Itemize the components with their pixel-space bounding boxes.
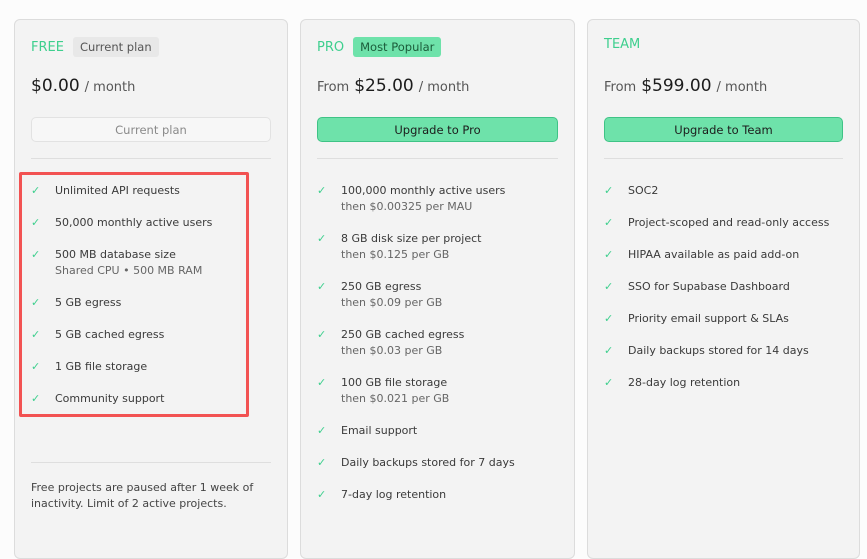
- feature-text: Priority email support & SLAs: [628, 312, 789, 325]
- upgrade-button[interactable]: Upgrade to Team: [604, 117, 843, 142]
- feature-item: ✓ 100,000 monthly active users then $0.0…: [317, 183, 558, 231]
- plan-name: PRO: [317, 39, 345, 55]
- feature-text: 5 GB egress: [55, 296, 122, 309]
- feature-text: 8 GB disk size per project: [341, 232, 482, 245]
- feature-item: ✓ 250 GB egress then $0.09 per GB: [317, 279, 558, 327]
- check-icon: ✓: [604, 344, 614, 357]
- feature-item: ✓ Email support: [317, 423, 558, 455]
- feature-item: ✓ HIPAA available as paid add-on: [604, 247, 843, 279]
- check-icon: ✓: [317, 424, 327, 437]
- check-icon: ✓: [31, 392, 41, 405]
- plan-name: FREE: [31, 39, 64, 55]
- check-icon: ✓: [317, 280, 327, 293]
- check-icon: ✓: [31, 328, 41, 341]
- check-icon: ✓: [604, 216, 614, 229]
- check-icon: ✓: [317, 376, 327, 389]
- plan-card-team: TEAM From $599.00 / month Upgrade to Tea…: [587, 19, 860, 559]
- feature-item: ✓ Daily backups stored for 14 days: [604, 343, 843, 375]
- feature-item: ✓ Project-scoped and read-only access: [604, 215, 843, 247]
- feature-item: ✓ 5 GB cached egress: [31, 327, 271, 359]
- feature-text: 250 GB cached egress: [341, 328, 465, 341]
- feature-item: ✓ SOC2: [604, 183, 843, 215]
- plan-badge: Current plan: [72, 37, 159, 57]
- feature-item: ✓ 250 GB cached egress then $0.03 per GB: [317, 327, 558, 375]
- current-plan-button: Current plan: [31, 117, 271, 142]
- feature-text: SOC2: [628, 184, 659, 197]
- feature-item: ✓ 50,000 monthly active users: [31, 215, 271, 247]
- feature-subtext: Shared CPU • 500 MB RAM: [55, 264, 203, 277]
- feature-item: ✓ 7-day log retention: [317, 487, 558, 519]
- check-icon: ✓: [31, 248, 41, 261]
- feature-item: ✓ 1 GB file storage: [31, 359, 271, 391]
- feature-text: HIPAA available as paid add-on: [628, 248, 800, 261]
- price-period: / month: [418, 80, 470, 95]
- check-icon: ✓: [31, 216, 41, 229]
- divider: [317, 158, 558, 159]
- check-icon: ✓: [317, 232, 327, 245]
- price-prefix: From: [317, 80, 350, 95]
- check-icon: ✓: [31, 184, 41, 197]
- plan-card-free: FREE Current plan $0.00 / month Current …: [14, 19, 288, 559]
- check-icon: ✓: [317, 328, 327, 341]
- feature-text: 28-day log retention: [628, 376, 741, 389]
- feature-text: Project-scoped and read-only access: [628, 216, 830, 229]
- feature-subtext: then $0.125 per GB: [341, 248, 450, 261]
- feature-text: Daily backups stored for 7 days: [341, 456, 515, 469]
- price-prefix: From: [604, 80, 637, 95]
- highlight-box: [19, 172, 249, 417]
- check-icon: ✓: [604, 280, 614, 293]
- feature-item: ✓ 100 GB file storage then $0.021 per GB: [317, 375, 558, 423]
- feature-text: 5 GB cached egress: [55, 328, 165, 341]
- check-icon: ✓: [604, 312, 614, 325]
- feature-text: 250 GB egress: [341, 280, 422, 293]
- check-icon: ✓: [31, 360, 41, 373]
- check-icon: ✓: [317, 184, 327, 197]
- feature-item: ✓ Community support: [31, 391, 271, 423]
- plan-name: TEAM: [604, 37, 641, 52]
- plan-card-pro: PRO Most Popular From $25.00 / month Upg…: [300, 19, 575, 559]
- divider: [31, 158, 271, 159]
- check-icon: ✓: [31, 296, 41, 309]
- check-icon: ✓: [317, 488, 327, 501]
- feature-subtext: then $0.09 per GB: [341, 296, 443, 309]
- feature-text: 100,000 monthly active users: [341, 184, 506, 197]
- check-icon: ✓: [604, 184, 614, 197]
- price-period: / month: [84, 80, 136, 95]
- feature-item: ✓ 28-day log retention: [604, 375, 843, 407]
- feature-text: Email support: [341, 424, 418, 437]
- feature-list: ✓ 100,000 monthly active users then $0.0…: [317, 183, 558, 519]
- feature-text: 1 GB file storage: [55, 360, 148, 373]
- feature-subtext: then $0.03 per GB: [341, 344, 443, 357]
- feature-text: 7-day log retention: [341, 488, 447, 501]
- price-amount: $25.00: [354, 76, 414, 96]
- feature-text: SSO for Supabase Dashboard: [628, 280, 790, 293]
- feature-text: 100 GB file storage: [341, 376, 448, 389]
- feature-item: ✓ 8 GB disk size per project then $0.125…: [317, 231, 558, 279]
- feature-text: Unlimited API requests: [55, 184, 180, 197]
- feature-item: ✓ 500 MB database size Shared CPU • 500 …: [31, 247, 271, 295]
- plan-badge: Most Popular: [353, 37, 442, 57]
- divider: [604, 158, 843, 159]
- feature-text: 50,000 monthly active users: [55, 216, 213, 229]
- check-icon: ✓: [604, 376, 614, 389]
- check-icon: ✓: [604, 248, 614, 261]
- price-amount: $599.00: [641, 76, 712, 96]
- upgrade-button[interactable]: Upgrade to Pro: [317, 117, 558, 142]
- feature-item: ✓ Daily backups stored for 7 days: [317, 455, 558, 487]
- price-amount: $0.00: [31, 76, 80, 96]
- feature-subtext: then $0.00325 per MAU: [341, 200, 473, 213]
- feature-item: ✓ Priority email support & SLAs: [604, 311, 843, 343]
- feature-item: ✓ Unlimited API requests: [31, 183, 271, 215]
- feature-text: Community support: [55, 392, 165, 405]
- feature-text: Daily backups stored for 14 days: [628, 344, 809, 357]
- check-icon: ✓: [317, 456, 327, 469]
- feature-list: ✓ Unlimited API requests ✓ 50,000 monthl…: [31, 183, 271, 423]
- plan-footnote: Free projects are paused after 1 week of…: [31, 462, 271, 512]
- feature-list: ✓ SOC2 ✓ Project-scoped and read-only ac…: [604, 183, 843, 407]
- feature-item: ✓ 5 GB egress: [31, 295, 271, 327]
- feature-item: ✓ SSO for Supabase Dashboard: [604, 279, 843, 311]
- feature-subtext: then $0.021 per GB: [341, 392, 450, 405]
- feature-text: 500 MB database size: [55, 248, 176, 261]
- price-period: / month: [716, 80, 768, 95]
